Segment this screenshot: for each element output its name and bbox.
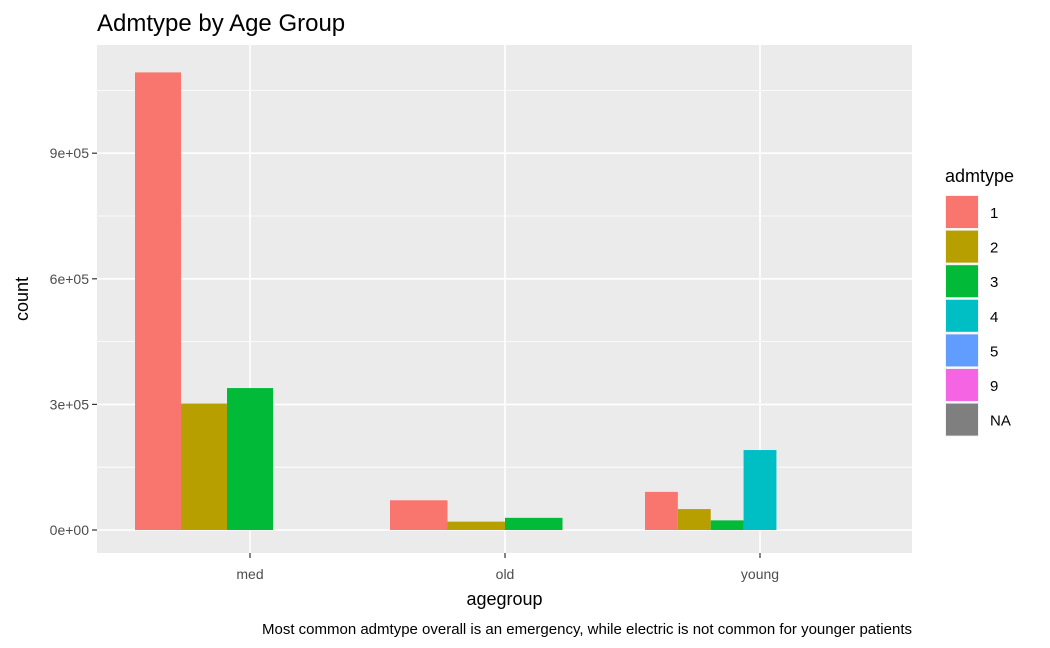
y-tick-label: 9e+05 (50, 145, 90, 161)
bar-med-admtype-3 (227, 388, 273, 530)
chart-title: Admtype by Age Group (97, 10, 345, 37)
bar-old-admtype-2 (447, 521, 505, 530)
legend-label: 1 (990, 205, 998, 222)
legend-label: 9 (990, 378, 998, 395)
legend-label: 3 (990, 274, 998, 291)
legend-swatch (946, 369, 978, 401)
legend-label: 2 (990, 240, 998, 257)
x-axis-title: agegroup (466, 589, 542, 609)
bars (135, 72, 777, 530)
y-tick-label: 3e+05 (50, 396, 90, 412)
x-tick-label: old (496, 566, 515, 582)
legend-label: NA (990, 413, 1011, 430)
y-tick-label: 6e+05 (50, 271, 90, 287)
legend-swatch (946, 230, 978, 263)
chart-caption: Most common admtype overall is an emerge… (262, 621, 912, 638)
legend: admtype 1 2 3 4 5 9 NA (945, 166, 1014, 437)
bar-young-admtype-1 (645, 491, 678, 530)
legend-swatch (946, 299, 978, 332)
bar-med-admtype-2 (181, 403, 227, 530)
legend-label: 4 (990, 309, 998, 326)
legend-swatch (946, 196, 978, 228)
legend-title: admtype (945, 166, 1014, 186)
legend-swatch (946, 334, 978, 367)
x-axis: med old young (236, 553, 779, 582)
bar-young-admtype-4 (743, 450, 777, 530)
x-tick-label: med (236, 566, 263, 582)
y-axis: 0e+00 3e+05 6e+05 9e+05 (50, 145, 97, 538)
legend-label: 5 (990, 343, 998, 360)
legend-swatch (946, 403, 978, 436)
legend-swatch (946, 265, 978, 298)
y-axis-title: count (12, 277, 32, 321)
bar-med-admtype-1 (135, 72, 181, 530)
x-tick-label: young (741, 566, 779, 582)
bar-young-admtype-2 (677, 509, 711, 530)
bar-young-admtype-3 (710, 520, 744, 530)
bar-old-admtype-1 (390, 500, 448, 530)
y-tick-label: 0e+00 (50, 522, 90, 538)
bar-old-admtype-3 (505, 517, 563, 530)
